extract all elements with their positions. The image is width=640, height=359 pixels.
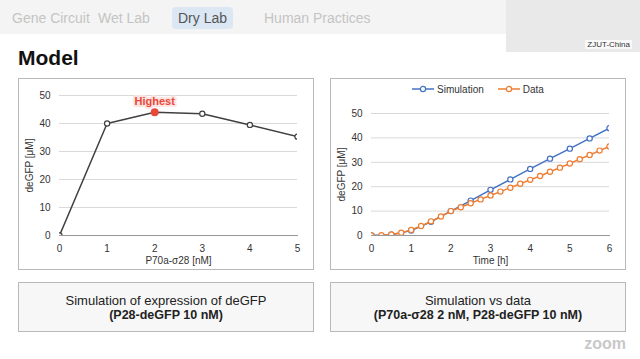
- svg-text:20: 20: [351, 181, 363, 192]
- svg-text:50: 50: [39, 90, 51, 101]
- svg-text:3: 3: [200, 243, 206, 254]
- svg-text:6: 6: [607, 243, 613, 254]
- html-text:(P28-deGFP 10 nM): (P28-deGFP 10 nM): [109, 307, 223, 322]
- svg-text:30: 30: [351, 157, 363, 168]
- svg-text:5: 5: [295, 243, 301, 254]
- svg-text:10: 10: [351, 205, 363, 216]
- svg-text:P70a-σ28 [nM]: P70a-σ28 [nM]: [145, 255, 211, 266]
- svg-text:deGFP [μM]: deGFP [μM]: [336, 147, 347, 201]
- svg-text:0: 0: [45, 230, 51, 241]
- html-text:Wet Lab: Wet Lab: [98, 10, 150, 26]
- html-text:Simulation: Simulation: [437, 83, 484, 95]
- svg-text:0: 0: [357, 230, 363, 241]
- html-text:Simulation of expression of de: Simulation of expression of deGFP: [65, 292, 267, 308]
- svg-text:5: 5: [567, 243, 573, 254]
- html-text:Data: Data: [522, 83, 544, 95]
- svg-text:10: 10: [39, 202, 51, 213]
- svg-text:0: 0: [369, 243, 375, 254]
- svg-text:0: 0: [57, 243, 63, 254]
- svg-text:2: 2: [152, 243, 158, 254]
- html-text:(P70a-σ28 2 nM, P28-deGFP 10 n: (P70a-σ28 2 nM, P28-deGFP 10 nM): [373, 307, 583, 322]
- html-text:Gene Circuit: Gene Circuit: [12, 10, 90, 26]
- svg-text:2: 2: [448, 243, 454, 254]
- svg-text:4: 4: [247, 243, 253, 254]
- svg-text:20: 20: [39, 174, 51, 185]
- svg-text:Highest: Highest: [135, 95, 176, 107]
- svg-text:50: 50: [351, 108, 363, 119]
- html-text:Model: Model: [18, 46, 79, 69]
- svg-text:40: 40: [351, 132, 363, 143]
- svg-text:1: 1: [408, 243, 414, 254]
- html-text:Dry Lab: Dry Lab: [178, 10, 227, 26]
- svg-text:4: 4: [527, 243, 533, 254]
- svg-text:1: 1: [104, 243, 110, 254]
- html-text:ZJUT-China: ZJUT-China: [587, 40, 630, 49]
- svg-text:deGFP [μM]: deGFP [μM]: [24, 138, 35, 192]
- html-text:zoom: zoom: [584, 335, 626, 352]
- svg-text:3: 3: [488, 243, 494, 254]
- html-text:Human Practices: Human Practices: [264, 10, 371, 26]
- svg-text:40: 40: [39, 118, 51, 129]
- svg-text:30: 30: [39, 146, 51, 157]
- svg-text:Time [h]: Time [h]: [473, 255, 509, 266]
- html-text:Simulation vs data: Simulation vs data: [424, 292, 532, 308]
